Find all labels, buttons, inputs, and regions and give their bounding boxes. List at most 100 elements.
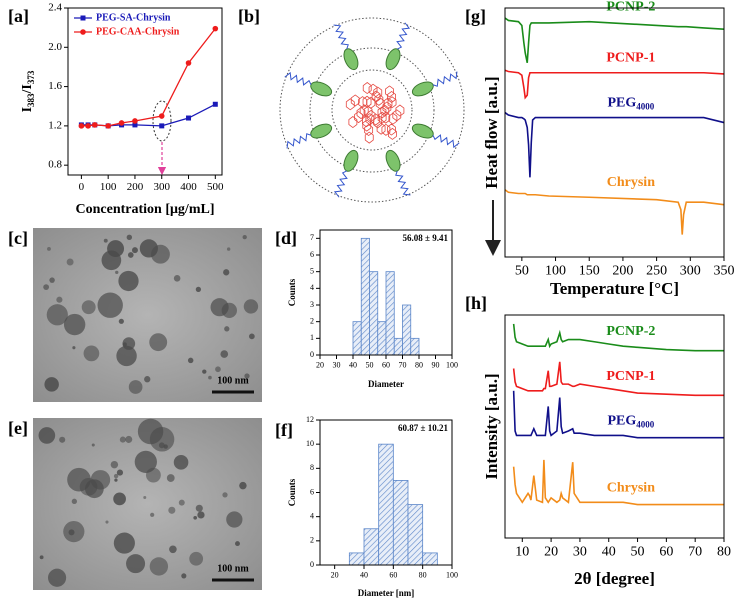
series-label: Chrysin [607, 481, 655, 496]
marker [78, 123, 85, 129]
particle [126, 234, 133, 241]
scale-bar-label: 100 nm [217, 375, 249, 386]
y-axis-label-sub: 383 [26, 93, 36, 107]
particle [90, 470, 111, 490]
histogram-bar [378, 443, 394, 566]
y-tick-label: 0 [310, 350, 314, 359]
core-molecule [362, 119, 372, 132]
y-tick-label: 3 [310, 300, 314, 309]
y-tick-label: 0 [310, 560, 314, 569]
series-label: PCNP-1 [606, 51, 655, 66]
particle [107, 240, 125, 258]
x-tick-label: 100 [100, 181, 117, 193]
particle [195, 286, 202, 292]
histogram-bar [393, 337, 403, 356]
series-line [512, 390, 724, 439]
series-line [512, 361, 724, 397]
particle [181, 573, 187, 579]
y-tick-label: 0.8 [48, 159, 62, 171]
series-line [504, 69, 725, 100]
core-molecule [354, 111, 363, 124]
core-molecule [362, 95, 372, 108]
particle [63, 313, 86, 336]
marker [105, 123, 111, 129]
marker [185, 60, 192, 66]
particle [44, 377, 59, 392]
x-tick-label: 200 [127, 181, 144, 193]
series-line [81, 28, 216, 127]
particle [83, 345, 100, 362]
y-tick-label: 1.6 [48, 80, 62, 92]
x-tick-label: 30 [573, 545, 587, 560]
x-tick-label: 70 [399, 361, 407, 370]
y-tick-label: 2 [310, 316, 314, 325]
core-molecule [387, 123, 396, 136]
panel-label: [h] [465, 293, 487, 313]
particle [210, 298, 229, 317]
particle [72, 346, 76, 350]
marker [118, 120, 125, 126]
y-axis-label-part: I [20, 107, 35, 112]
core-molecule [385, 85, 394, 98]
y-tick-label: 12 [306, 415, 314, 424]
core-molecule [356, 107, 366, 120]
particle [202, 369, 207, 374]
particle [193, 515, 198, 520]
y-axis-label: Intensity [a.u.] [482, 373, 501, 479]
particle [66, 258, 74, 266]
annotation: 56.08 ± 9.41 [403, 233, 449, 243]
series-line [504, 189, 725, 235]
histogram-bar [407, 504, 424, 566]
particle [113, 473, 119, 479]
y-tick-label: 7 [310, 233, 314, 242]
series-line [504, 111, 725, 178]
peg-chain [432, 71, 458, 87]
x-tick-label: 0 [79, 181, 85, 193]
particle [224, 326, 230, 332]
particle [243, 299, 259, 314]
series-label-name: Chrysin [607, 175, 655, 190]
histogram-bar [402, 304, 412, 356]
particle [97, 292, 123, 318]
tem-image: 100 nm [33, 418, 262, 590]
x-tick-label: 80 [717, 545, 731, 560]
particle [248, 333, 255, 340]
y-axis-label: I383/I373 [20, 70, 36, 112]
core-molecule [376, 122, 386, 135]
particle [81, 300, 96, 315]
x-tick-label: 20 [331, 571, 339, 580]
particle [47, 247, 51, 251]
core-molecule [371, 113, 381, 126]
x-axis-label: Diameter [nm] [358, 588, 415, 598]
histogram-bar [363, 528, 380, 566]
marker [132, 118, 138, 124]
particle [223, 269, 230, 276]
x-tick-label: 40 [360, 571, 368, 580]
particle [195, 504, 203, 512]
marker [91, 122, 98, 128]
particle [226, 247, 231, 251]
image-background [33, 418, 262, 590]
x-tick-label: 500 [207, 181, 224, 193]
particle [38, 427, 56, 444]
series-label-name: PCNP-2 [606, 324, 655, 339]
particle [144, 376, 151, 383]
particle [47, 568, 67, 587]
core-molecule [373, 116, 383, 129]
peg-chain [284, 71, 312, 86]
particle [39, 555, 44, 560]
series-label-name: PEG [607, 414, 636, 429]
particle [103, 238, 108, 243]
x-axis-label: Temperature [°C] [550, 279, 679, 298]
y-tick-label: 2 [310, 536, 314, 545]
x-tick-label: 250 [646, 264, 667, 279]
core-molecule [358, 96, 367, 109]
core-molecule [348, 116, 358, 129]
y-axis-label: Counts [287, 278, 297, 306]
x-tick-label: 20 [316, 361, 324, 370]
series-label-name: PEG [607, 96, 636, 111]
peg-chain [333, 170, 348, 198]
core-molecule [345, 98, 355, 111]
particle [118, 270, 139, 292]
